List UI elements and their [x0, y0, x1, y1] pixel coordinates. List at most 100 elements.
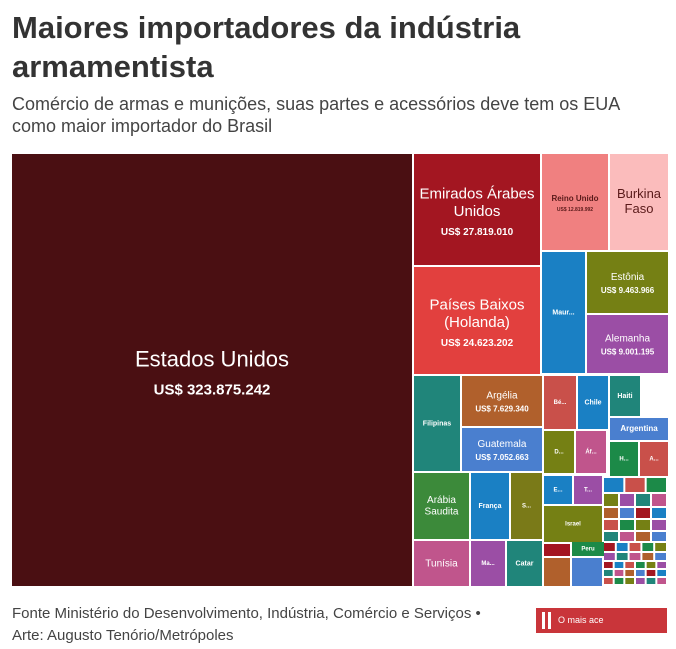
- tile-tunisia[interactable]: [414, 541, 469, 586]
- tile-t[interactable]: [574, 476, 602, 504]
- tile-small-country[interactable]: [657, 578, 666, 584]
- tile-label-arabia-saudita: Saudita: [425, 507, 459, 518]
- tile-small-country[interactable]: [544, 544, 570, 556]
- tile-guatemala[interactable]: [462, 428, 542, 471]
- tile-haiti[interactable]: [610, 376, 640, 416]
- tile-h[interactable]: [610, 442, 638, 476]
- tile-small-country[interactable]: [620, 508, 634, 518]
- tile-catar[interactable]: [507, 541, 542, 586]
- tile-small-country[interactable]: [604, 553, 615, 560]
- tile-small-country[interactable]: [572, 558, 602, 586]
- tile-small-country[interactable]: [636, 508, 650, 518]
- tile-small-country[interactable]: [625, 478, 645, 492]
- tile-small-country[interactable]: [652, 494, 666, 506]
- tile-label-burkina-faso: Faso: [625, 201, 654, 216]
- tile-label-estados-unidos: Estados Unidos: [135, 346, 289, 371]
- tile-small-country[interactable]: [642, 553, 654, 560]
- tile-af[interactable]: [576, 431, 606, 473]
- tile-small-country[interactable]: [604, 494, 618, 506]
- tile-small-country[interactable]: [625, 562, 634, 568]
- tile-peru[interactable]: [572, 542, 604, 556]
- tile-small-country[interactable]: [657, 570, 666, 576]
- tile-alemanha[interactable]: [587, 315, 668, 373]
- tile-small-country[interactable]: [646, 578, 656, 584]
- tile-small-country[interactable]: [636, 570, 645, 576]
- tile-small-country[interactable]: [629, 553, 641, 560]
- tile-small-country[interactable]: [620, 494, 634, 506]
- tile-chile[interactable]: [578, 376, 608, 429]
- tile-small-country[interactable]: [655, 553, 666, 560]
- tile-estados-unidos[interactable]: [12, 154, 412, 586]
- tile-label-haiti: Haiti: [617, 393, 632, 400]
- tile-reino-unido[interactable]: [542, 154, 608, 250]
- treemap-svg: Estados Unidos US$ 323.875.242 Emirados Ár…: [12, 154, 668, 586]
- tile-small-country[interactable]: [636, 578, 645, 584]
- tile-small-country[interactable]: [604, 578, 613, 584]
- tile-a[interactable]: [640, 442, 668, 476]
- tile-small-country[interactable]: [616, 553, 628, 560]
- tile-argentina[interactable]: [610, 418, 668, 440]
- tile-burkina-faso[interactable]: [610, 154, 668, 250]
- tile-value-estados-unidos: US$ 323.875.242: [154, 382, 271, 399]
- tile-small-country[interactable]: [616, 543, 628, 551]
- tile-small-country[interactable]: [620, 520, 634, 530]
- tile-small-country[interactable]: [646, 478, 666, 492]
- tile-small-country[interactable]: [604, 532, 618, 541]
- tile-label-alemanha: Alemanha: [605, 334, 650, 345]
- tile-small-country[interactable]: [646, 562, 656, 568]
- tile-small-country[interactable]: [544, 558, 570, 586]
- tile-small-country[interactable]: [636, 532, 650, 541]
- tile-small-country[interactable]: [625, 570, 634, 576]
- tile-small-country[interactable]: [614, 578, 624, 584]
- tile-value-alemanha: US$ 9.001.195: [601, 348, 655, 357]
- tile-be[interactable]: [544, 376, 576, 429]
- tile-small-country[interactable]: [652, 508, 666, 518]
- tile-small-country[interactable]: [604, 508, 618, 518]
- tile-small-country[interactable]: [636, 494, 650, 506]
- tile-small-country[interactable]: [652, 532, 666, 541]
- tile-label-be: Bé...: [554, 400, 567, 406]
- source-credit: Fonte Ministério do Desenvolvimento, Ind…: [12, 605, 481, 644]
- tile-d[interactable]: [544, 431, 574, 473]
- tile-small-country[interactable]: [620, 532, 634, 541]
- tile-s[interactable]: [511, 473, 542, 539]
- tile-small-country[interactable]: [614, 562, 624, 568]
- tile-label-e: E...: [553, 488, 562, 494]
- tile-label-paises-baixos-holanda: Países Baixos: [429, 297, 524, 314]
- tile-franca[interactable]: [471, 473, 509, 539]
- tile-label-burkina-faso: Burkina: [617, 186, 662, 201]
- brand-logo[interactable]: O mais ace: [536, 608, 667, 633]
- tile-e[interactable]: [544, 476, 572, 504]
- tile-label-emirados-arabes-unidos: Unidos: [454, 203, 501, 220]
- tile-small-country[interactable]: [646, 570, 656, 576]
- tile-israel[interactable]: [544, 506, 602, 542]
- tile-small-country[interactable]: [604, 570, 613, 576]
- tile-value-paises-baixos-holanda: US$ 24.623.202: [441, 338, 514, 349]
- tile-small-country[interactable]: [629, 543, 641, 551]
- tile-label-t: T...: [584, 488, 592, 494]
- tile-ma[interactable]: [471, 541, 505, 586]
- tile-small-country[interactable]: [642, 543, 654, 551]
- tile-small-country[interactable]: [652, 520, 666, 530]
- tile-paises-baixos-holanda[interactable]: [414, 267, 540, 374]
- tile-small-country[interactable]: [604, 520, 618, 530]
- tile-filipinas[interactable]: [414, 376, 460, 471]
- tile-label-peru: Peru: [581, 547, 595, 553]
- tile-estonia[interactable]: [587, 252, 668, 313]
- tile-small-country[interactable]: [604, 562, 613, 568]
- tile-small-country[interactable]: [636, 520, 650, 530]
- tile-small-country[interactable]: [604, 478, 624, 492]
- tile-argelia[interactable]: [462, 376, 542, 426]
- tile-small-country[interactable]: [657, 562, 666, 568]
- tile-small-country[interactable]: [655, 543, 666, 551]
- tile-small-country[interactable]: [614, 570, 624, 576]
- tile-small-country[interactable]: [604, 543, 615, 551]
- tile-label-h: H...: [619, 457, 629, 463]
- tile-value-guatemala: US$ 7.052.663: [475, 453, 529, 462]
- tile-arabia-saudita[interactable]: [414, 473, 469, 539]
- tile-small-country[interactable]: [636, 562, 645, 568]
- chart-subtitle: Comércio de armas e munições, suas parte…: [12, 94, 620, 136]
- tile-emirados-arabes-unidos[interactable]: [414, 154, 540, 265]
- tile-small-country[interactable]: [625, 578, 634, 584]
- tile-mauritania[interactable]: [542, 252, 585, 373]
